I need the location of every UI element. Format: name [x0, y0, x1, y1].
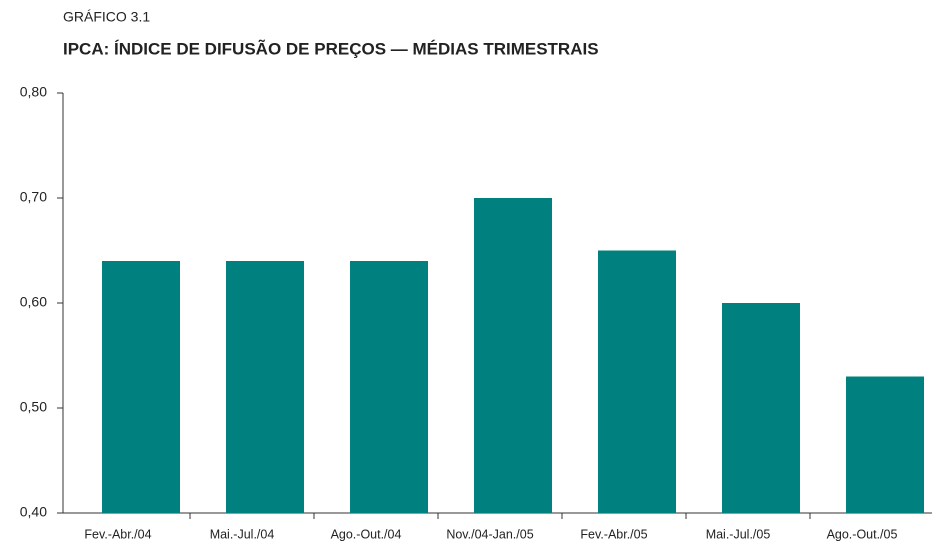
- bar: [846, 376, 924, 513]
- x-tick-label: Mai.-Jul./05: [706, 527, 771, 541]
- bar: [474, 198, 552, 513]
- y-tick-label: 0,40: [20, 504, 47, 520]
- bar: [350, 261, 428, 513]
- x-tick-label: Fev.-Abr./05: [580, 527, 647, 541]
- y-tick-label: 0,50: [20, 399, 47, 415]
- chart-title: IPCA: ÍNDICE DE DIFUSÃO DE PREÇOS — MÉDI…: [63, 38, 599, 58]
- y-tick-label: 0,60: [20, 294, 47, 310]
- bar: [226, 261, 304, 513]
- bar: [598, 250, 676, 513]
- bar: [102, 261, 180, 513]
- x-tick-label: Ago.-Out./04: [331, 527, 402, 541]
- x-tick-label: Nov./04-Jan./05: [446, 527, 533, 541]
- x-tick-label: Ago.-Out./05: [827, 527, 898, 541]
- y-tick-label: 0,70: [20, 189, 47, 205]
- x-tick-label: Fev.-Abr./04: [84, 527, 151, 541]
- chart-subtitle: GRÁFICO 3.1: [63, 9, 150, 25]
- y-tick-label: 0,80: [20, 84, 47, 100]
- x-tick-label: Mai.-Jul./04: [210, 527, 275, 541]
- bar: [722, 303, 800, 513]
